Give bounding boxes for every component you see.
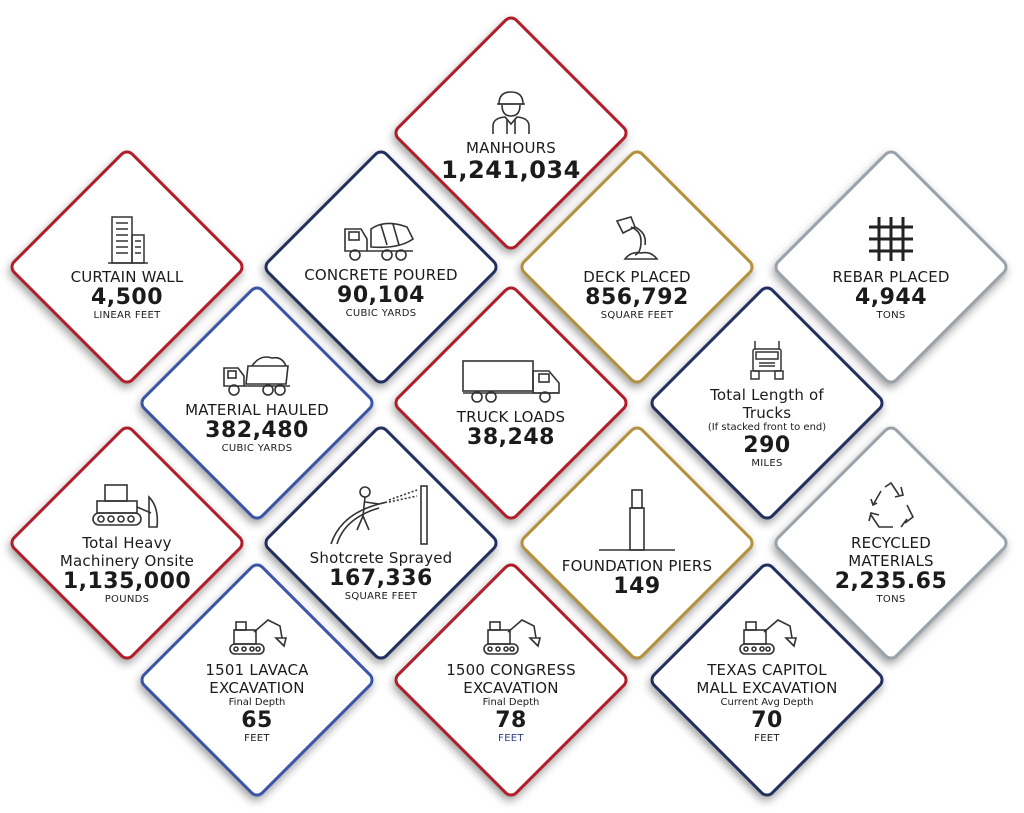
pour-chute-icon <box>611 213 663 265</box>
tile-value: 149 <box>613 573 661 599</box>
tile-label-line1: Total Length of <box>710 385 824 404</box>
tile-label-line1: TEXAS CAPITOL <box>707 660 827 679</box>
tile-value: 1,241,034 <box>441 155 581 184</box>
tile-value: 78 <box>495 707 527 733</box>
concrete-mixer-icon <box>341 215 421 263</box>
tile-shotcrete-sprayed: Shotcrete Sprayed 167,336 SQUARE FEET <box>260 422 502 664</box>
tile-unit: LINEAR FEET <box>93 309 161 321</box>
tile-value: 2,235.65 <box>834 568 948 594</box>
tile-unit: TONS <box>876 309 906 321</box>
tile-label: TRUCK LOADS <box>456 407 566 426</box>
tile-capitol-mall-excavation: TEXAS CAPITOL MALL EXCAVATION Current Av… <box>646 559 888 801</box>
tile-curtain-wall: CURTAIN WALL 4,500 LINEAR FEET <box>6 146 248 388</box>
recycle-icon <box>865 481 917 531</box>
tile-unit: FEET <box>498 732 524 744</box>
tile-value: 4,944 <box>854 284 928 310</box>
tile-value: 1,135,000 <box>62 568 192 594</box>
tile-label: Shotcrete Sprayed <box>309 548 453 567</box>
tile-material-hauled: MATERIAL HAULED 382,480 CUBIC YARDS <box>136 282 378 524</box>
tile-unit: SQUARE FEET <box>600 309 674 321</box>
building-icon <box>104 213 150 265</box>
tile-label: CURTAIN WALL <box>70 267 184 286</box>
tile-value: 70 <box>751 707 783 733</box>
tile-note: Final Depth <box>482 696 540 708</box>
tile-deck-placed: DECK PLACED 856,792 SQUARE FEET <box>516 146 758 388</box>
tile-value: 290 <box>743 432 791 458</box>
tile-label-line2: MATERIALS <box>848 551 934 570</box>
tile-value: 382,480 <box>205 417 309 443</box>
tile-label: MANHOURS <box>465 138 557 157</box>
tile-label-line1: RECYCLED <box>851 533 931 552</box>
tile-value: 90,104 <box>337 282 425 308</box>
tile-lavaca-excavation: 1501 LAVACA EXCAVATION Final Depth 65 FE… <box>136 559 378 801</box>
pier-icon <box>597 488 677 554</box>
tile-value: 4,500 <box>90 284 164 310</box>
tile-label-line2: MALL EXCAVATION <box>696 678 838 697</box>
tile-note: Current Avg Depth <box>720 696 814 708</box>
tile-label: DECK PLACED <box>583 267 691 286</box>
tile-recycled-materials: RECYCLED MATERIALS 2,235.65 TONS <box>770 422 1012 664</box>
box-truck-icon <box>459 357 563 405</box>
tile-label-line2: EXCAVATION <box>463 678 559 697</box>
tile-label-line1: 1501 LAVACA <box>205 660 309 679</box>
tile-unit: CUBIC YARDS <box>221 442 293 454</box>
tile-label: FOUNDATION PIERS <box>561 556 713 575</box>
tile-manhours: MANHOURS 1,241,034 <box>390 12 632 254</box>
excavator-icon <box>734 616 800 658</box>
tile-value: 856,792 <box>585 284 689 310</box>
tile-label-line1: Total Heavy <box>82 533 172 552</box>
worker-icon <box>485 84 537 136</box>
excavator-icon <box>478 616 544 658</box>
tile-label-line2: EXCAVATION <box>209 678 305 697</box>
tile-label-line2: Trucks <box>742 403 792 422</box>
tile-unit: SQUARE FEET <box>344 590 418 602</box>
tile-unit: FEET <box>754 732 780 744</box>
tile-value: 65 <box>241 707 273 733</box>
tile-note: Final Depth <box>228 696 286 708</box>
tile-label: CONCRETE POURED <box>304 265 458 284</box>
spraying-worker-icon <box>321 484 441 546</box>
tile-rebar-placed: REBAR PLACED 4,944 TONS <box>770 146 1012 388</box>
tile-truck-length: Total Length of Trucks (If stacked front… <box>646 282 888 524</box>
tile-unit: POUNDS <box>104 593 150 605</box>
tile-truck-loads: TRUCK LOADS 38,248 <box>390 282 632 524</box>
semi-truck-icon <box>747 337 787 383</box>
tile-label: REBAR PLACED <box>832 267 950 286</box>
tile-heavy-machinery: Total Heavy Machinery Onsite 1,135,000 P… <box>6 422 248 664</box>
tile-foundation-piers: FOUNDATION PIERS 149 <box>516 422 758 664</box>
tile-congress-excavation: 1500 CONGRESS EXCAVATION Final Depth 78 … <box>390 559 632 801</box>
tile-unit: TONS <box>876 593 906 605</box>
bulldozer-icon <box>85 481 169 531</box>
tile-value: 167,336 <box>329 565 433 591</box>
tile-unit: CUBIC YARDS <box>345 307 417 319</box>
tile-label-line1: 1500 CONGRESS <box>446 660 576 679</box>
tile-label: MATERIAL HAULED <box>185 400 329 419</box>
tile-unit: FEET <box>244 732 270 744</box>
dump-truck-icon <box>220 352 294 398</box>
tile-value: 38,248 <box>467 424 555 450</box>
tile-label-line2: Machinery Onsite <box>59 551 195 570</box>
tile-note: (If stacked front to end) <box>707 421 827 433</box>
excavator-icon <box>224 616 290 658</box>
tile-unit: MILES <box>751 457 783 469</box>
rebar-grid-icon <box>865 213 917 265</box>
tile-concrete-poured: CONCRETE POURED 90,104 CUBIC YARDS <box>260 146 502 388</box>
